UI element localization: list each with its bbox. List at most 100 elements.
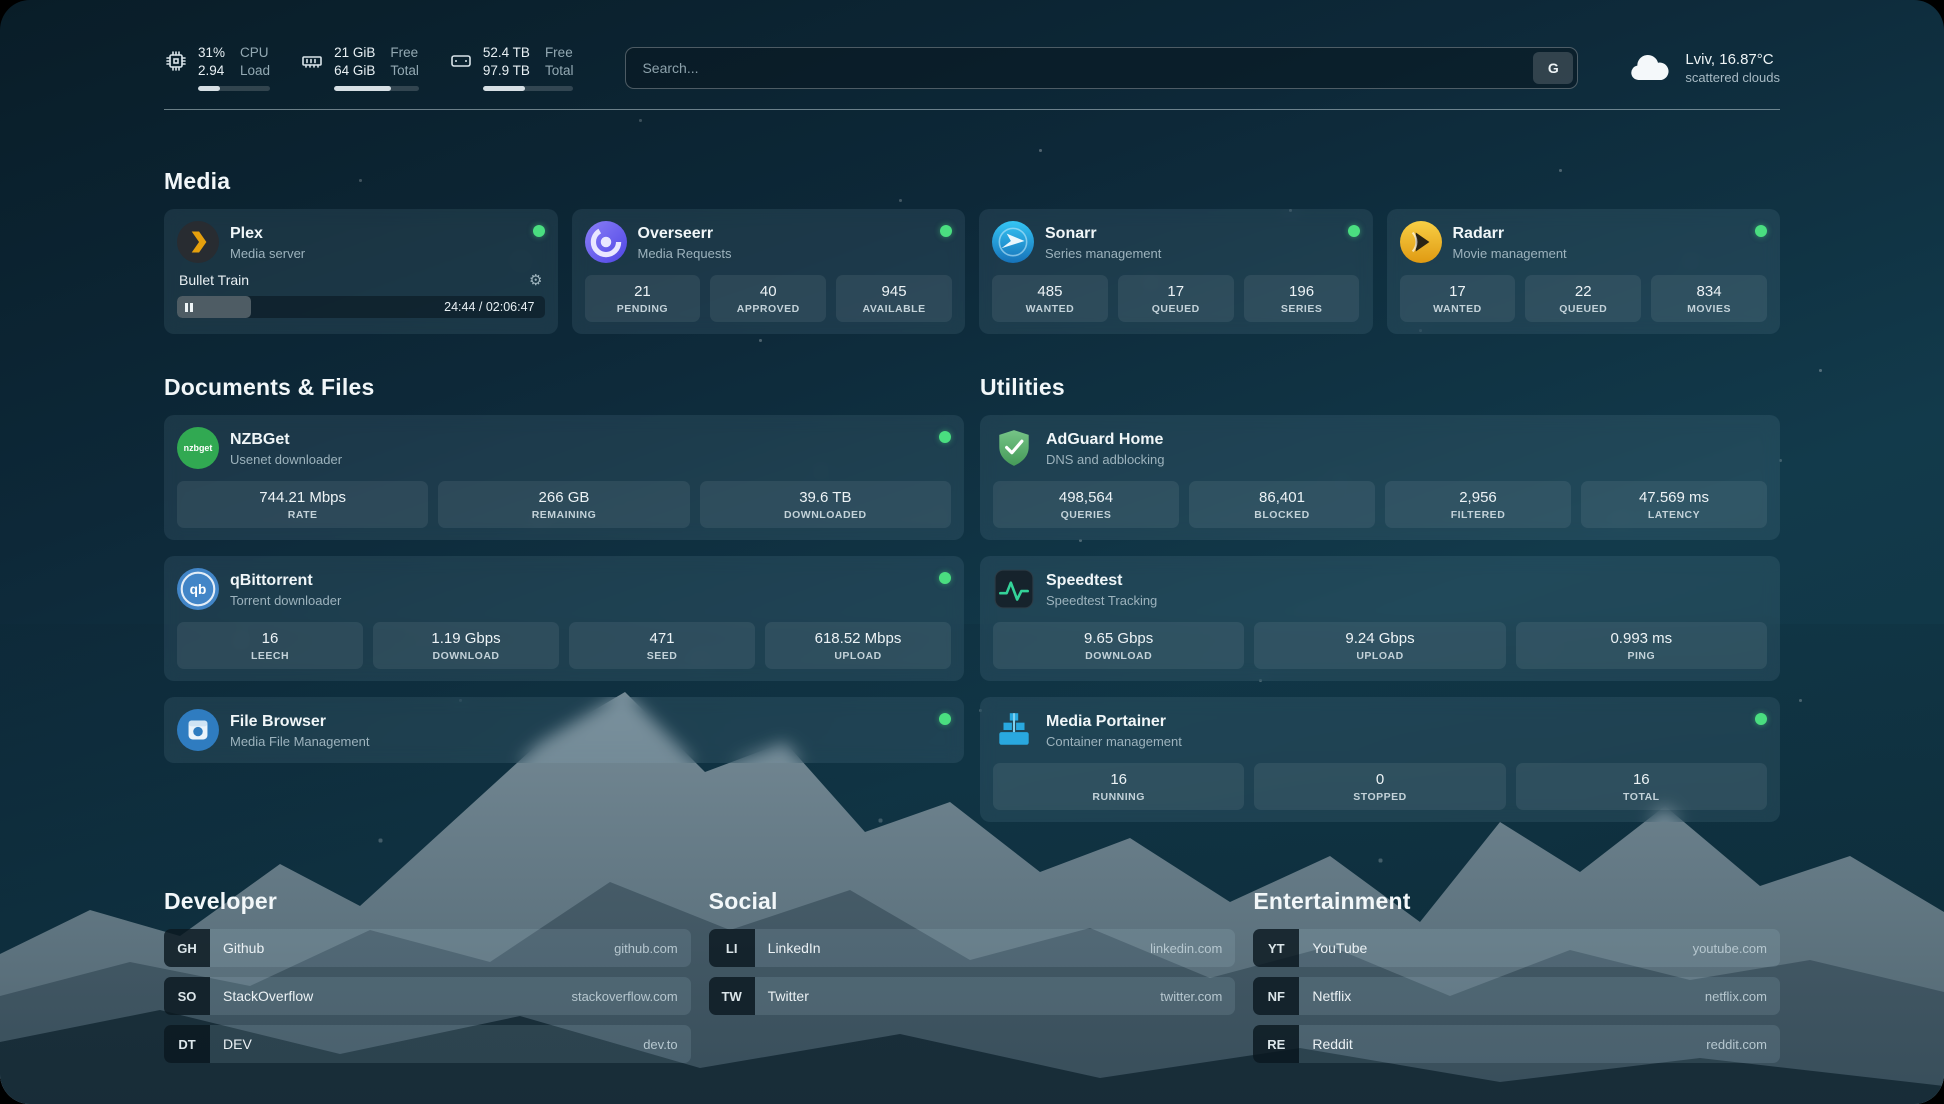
- service-card-speedtest[interactable]: Speedtest Speedtest Tracking 9.65 Gbps DO…: [980, 556, 1780, 682]
- stat-ping: 0.993 ms PING: [1515, 622, 1767, 670]
- service-subtitle: Series management: [1045, 246, 1162, 262]
- section-title-documents: Documents & Files: [164, 374, 375, 401]
- service-subtitle: Container management: [1046, 734, 1182, 750]
- service-name: Radarr: [1452, 224, 1505, 242]
- cpu-widget: 31% 2.94 CPU Load: [164, 44, 271, 92]
- service-card-qbittorrent[interactable]: qb qBittorrent Torrent downloader 16 LEEC…: [164, 556, 964, 682]
- bookmark-domain: linkedin.com: [1150, 940, 1223, 956]
- service-card-adguard[interactable]: AdGuard Home DNS and adblocking 498,564 Q…: [980, 415, 1780, 541]
- disk-free-value: 52.4 TB: [482, 45, 530, 60]
- bookmark-domain: stackoverflow.com: [571, 988, 678, 1004]
- bookmark-abbr: TW: [708, 977, 755, 1016]
- bookmark-dev[interactable]: DT DEV dev.to: [164, 1025, 691, 1064]
- now-playing-title: Bullet Train: [179, 272, 250, 289]
- portainer-icon: [993, 709, 1035, 751]
- service-name: AdGuard Home: [1046, 430, 1164, 448]
- memory-icon: [302, 56, 322, 68]
- service-name: Sonarr: [1045, 224, 1097, 242]
- service-card-overseerr[interactable]: Overseerr Media Requests 21 PENDING 40 APP…: [571, 209, 965, 335]
- service-name: Media Portainer: [1046, 712, 1167, 730]
- stat-queries: 498,564 QUERIES: [993, 481, 1179, 529]
- cpu-load-label: Load: [240, 63, 271, 79]
- memory-progress-fill: [334, 86, 391, 92]
- cpu-usage-value: 31%: [198, 45, 226, 60]
- svg-text:qb: qb: [190, 583, 207, 598]
- section-utilities: Utilities AdGuard Home DNS and adblockin…: [980, 374, 1780, 823]
- bookmark-domain: reddit.com: [1706, 1036, 1767, 1052]
- svg-text:nzbget: nzbget: [184, 444, 213, 454]
- bookmark-abbr: NF: [1253, 977, 1300, 1016]
- service-card-sonarr[interactable]: Sonarr Series management 485 WANTED 17 QUE…: [979, 209, 1373, 335]
- settings-gear-icon[interactable]: ⚙: [529, 271, 543, 289]
- bookmark-abbr: YT: [1253, 929, 1300, 968]
- section-title-developer: Developer: [164, 888, 278, 915]
- service-card-portainer[interactable]: Media Portainer Container management 16 R…: [980, 697, 1780, 823]
- stat-series: 196 SERIES: [1243, 275, 1360, 323]
- service-name: qBittorrent: [230, 571, 313, 589]
- memory-total-label: Total: [390, 63, 419, 79]
- stat-download: 9.65 Gbps DOWNLOAD: [993, 622, 1245, 670]
- service-card-filebrowser[interactable]: File Browser Media File Management: [164, 697, 964, 764]
- service-card-radarr[interactable]: Radarr Movie management 17 WANTED 22 QUEUE…: [1386, 209, 1780, 335]
- service-card-nzbget[interactable]: nzbget NZBGet Usenet downloader 744.21 M…: [164, 415, 964, 541]
- service-subtitle: Media server: [230, 246, 306, 262]
- service-card-plex[interactable]: Plex Media server Bullet Train ⚙: [164, 209, 558, 335]
- sonarr-icon: [992, 221, 1034, 264]
- search-input[interactable]: [625, 46, 1579, 89]
- stat-filtered: 2,956 FILTERED: [1385, 481, 1571, 529]
- stat-seed: 471 SEED: [569, 622, 755, 670]
- status-dot: [939, 431, 951, 444]
- stat-leech: 16 LEECH: [177, 622, 363, 670]
- stat-queued: 17 QUEUED: [1117, 275, 1234, 323]
- bookmark-name: StackOverflow: [223, 988, 314, 1005]
- bookmark-netflix[interactable]: NF Netflix netflix.com: [1253, 977, 1780, 1016]
- weather-widget: Lviv, 16.87°C scattered clouds: [1626, 51, 1780, 85]
- speedtest-icon: [993, 568, 1035, 610]
- service-subtitle: Usenet downloader: [230, 452, 343, 468]
- memory-progress-track: [334, 86, 419, 92]
- bookmark-group-developer: Developer GH Github github.com SO StackO…: [164, 888, 691, 1073]
- stat-available: 945 AVAILABLE: [836, 275, 952, 323]
- bookmark-name: Github: [223, 940, 265, 957]
- filebrowser-icon: [177, 709, 219, 752]
- stat-blocked: 86,401 BLOCKED: [1189, 481, 1375, 529]
- stat-total: 16 TOTAL: [1515, 763, 1767, 811]
- memory-widget: 21 GiB 64 GiB Free Total: [300, 44, 419, 92]
- bookmark-name: LinkedIn: [767, 940, 821, 957]
- stat-running: 16 RUNNING: [993, 763, 1245, 811]
- bookmark-linkedin[interactable]: LI LinkedIn linkedin.com: [708, 929, 1236, 968]
- section-documents-files: Documents & Files nzbget NZBGet Usenet d…: [164, 374, 964, 822]
- memory-free-label: Free: [390, 45, 419, 60]
- cpu-progress-fill: [198, 86, 221, 92]
- bookmark-youtube[interactable]: YT YouTube youtube.com: [1253, 929, 1780, 968]
- bookmark-twitter[interactable]: TW Twitter twitter.com: [708, 977, 1236, 1016]
- bookmark-domain: netflix.com: [1704, 988, 1767, 1004]
- pause-icon[interactable]: [185, 302, 193, 312]
- bookmark-domain: youtube.com: [1692, 940, 1767, 956]
- disk-progress-fill: [482, 86, 526, 92]
- adguard-icon: [993, 427, 1035, 469]
- bookmark-abbr: LI: [708, 929, 755, 968]
- bookmark-domain: dev.to: [643, 1036, 678, 1052]
- disk-free-label: Free: [544, 45, 573, 60]
- service-subtitle: Media Requests: [637, 246, 732, 262]
- stat-stopped: 0 STOPPED: [1254, 763, 1506, 811]
- disk-progress-track: [482, 86, 574, 92]
- top-info-bar: 31% 2.94 CPU Load: [164, 44, 1780, 92]
- disk-icon: [451, 55, 471, 67]
- service-subtitle: Torrent downloader: [230, 593, 342, 609]
- service-subtitle: Media File Management: [230, 734, 370, 750]
- plex-progress-bar[interactable]: 24:44 / 02:06:47: [177, 296, 545, 319]
- search-bar: G: [625, 46, 1579, 89]
- disk-total-label: Total: [544, 63, 574, 79]
- status-dot: [1755, 225, 1767, 238]
- bookmark-github[interactable]: GH Github github.com: [164, 929, 691, 968]
- search-provider-button[interactable]: G: [1533, 51, 1574, 84]
- bookmark-stackoverflow[interactable]: SO StackOverflow stackoverflow.com: [164, 977, 691, 1016]
- plex-icon: [177, 221, 219, 264]
- status-dot: [940, 225, 952, 238]
- bookmark-abbr: DT: [164, 1025, 210, 1064]
- status-dot: [1347, 225, 1360, 238]
- bookmark-group-social: Social LI LinkedIn linkedin.com TW Twitt…: [708, 888, 1236, 1073]
- bookmark-reddit[interactable]: RE Reddit reddit.com: [1253, 1025, 1780, 1064]
